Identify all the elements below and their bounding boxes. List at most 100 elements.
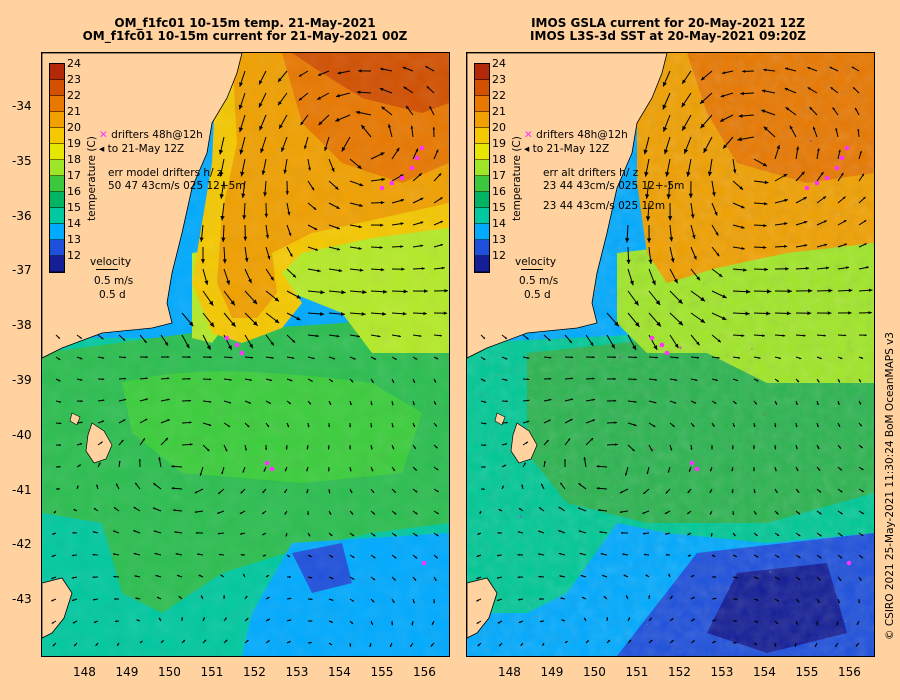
velocity-arrowhead	[824, 243, 828, 247]
credit-text: © CSIRO 2021 25-May-2021 11:30:24 BoM Oc…	[884, 332, 896, 640]
velocity-arrowhead	[52, 532, 55, 535]
velocity-arrowhead	[753, 447, 755, 450]
drifter-point	[814, 180, 820, 186]
velocity-arrowhead	[351, 512, 354, 515]
velocity-arrowhead	[207, 448, 210, 452]
velocity-arrowhead	[341, 146, 346, 152]
velocity-arrowhead	[712, 192, 716, 197]
colorbar-tick-label: 14	[67, 217, 81, 230]
velocity-arrowhead	[271, 356, 274, 359]
velocity-arrowhead	[607, 640, 610, 643]
velocity-arrowhead	[592, 419, 595, 422]
velocity-arrowhead	[838, 380, 840, 383]
velocity-arrowhead	[51, 555, 54, 557]
velocity-arrowhead	[823, 220, 827, 223]
velocity-arrowhead	[158, 457, 161, 460]
velocity-arrowhead	[306, 491, 309, 494]
velocity-arrowhead	[558, 530, 561, 533]
velocity-arrowhead	[292, 274, 296, 278]
velocity-arrowhead	[634, 423, 637, 426]
velocity-arrowhead	[230, 356, 233, 359]
velocity-arrowhead	[308, 402, 311, 405]
velocity-arrowhead	[209, 322, 215, 328]
velocity-arrowhead	[412, 601, 415, 604]
velocity-arrowhead	[361, 312, 366, 316]
legend-err-value: 23 44 43cm/s 025 12+-5m	[543, 180, 685, 192]
colorbar-swatch	[50, 192, 64, 208]
velocity-arrowhead	[240, 491, 243, 494]
velocity-arrowhead	[700, 123, 705, 129]
velocity-arrowhead	[676, 356, 679, 359]
velocity-arrowhead	[784, 88, 789, 91]
velocity-arrowhead	[356, 90, 361, 94]
velocity-arrowhead	[274, 297, 279, 302]
velocity-arrowhead	[578, 507, 581, 510]
velocity-arrowhead	[859, 424, 862, 427]
velocity-arrowhead	[209, 378, 212, 381]
velocity-arrowhead	[476, 621, 479, 624]
velocity-arrowhead	[308, 167, 311, 171]
lon-tick-label: 150	[583, 665, 606, 679]
velocity-arrowhead	[377, 335, 381, 338]
legend-err-value: 50 47 43cm/s 025 12+5m	[108, 180, 246, 192]
velocity-arrowhead	[796, 380, 799, 383]
velocity-arrowhead	[841, 172, 844, 176]
drifter-point	[419, 145, 425, 151]
velocity-arrowhead	[58, 379, 61, 382]
velocity-arrowhead	[413, 424, 415, 428]
velocity-arrowhead	[718, 273, 723, 277]
velocity-arrowhead	[838, 149, 841, 153]
velocity-arrowhead	[80, 357, 83, 360]
velocity-arrowhead	[805, 266, 810, 270]
drifter-point	[234, 342, 240, 348]
velocity-arrowhead	[167, 398, 170, 401]
velocity-arrowhead	[798, 556, 801, 558]
velocity-arrowhead	[846, 266, 849, 270]
velocity-arrowhead	[175, 553, 178, 555]
velocity-arrowhead	[756, 555, 759, 558]
velocity-arrowhead	[483, 379, 486, 382]
velocity-arrowhead	[671, 618, 674, 621]
velocity-arrowhead	[338, 268, 343, 273]
velocity-arrowhead	[287, 424, 289, 428]
velocity-arrowhead	[756, 577, 759, 579]
velocity-arrowhead	[292, 357, 295, 359]
velocity-arrowhead	[357, 334, 360, 338]
velocity-arrowhead	[692, 640, 695, 643]
right-map-panel[interactable]: 24 23 22 21 20 19 18 17 16 15 14 13 12 temperature (…	[466, 52, 875, 657]
velocity-arrowhead	[579, 552, 582, 555]
velocity-arrowhead	[817, 380, 820, 383]
arrow-marker-icon: ◂	[524, 143, 530, 155]
velocity-arrowhead	[817, 600, 820, 603]
velocity-arrowhead	[380, 223, 384, 227]
velocity-arrowhead	[329, 643, 332, 645]
left-map-panel[interactable]: 24 23 22 21 20 19 18 17 16 15 14 13 12 temperature (…	[41, 52, 450, 657]
velocity-arrowhead	[330, 379, 333, 382]
lat-tick-label: -36	[12, 208, 32, 223]
velocity-arrowhead	[700, 318, 705, 323]
velocity-arrowhead	[714, 211, 718, 216]
velocity-arrowhead	[138, 459, 141, 462]
velocity-arrowhead	[665, 553, 668, 556]
velocity-arrowhead	[558, 552, 561, 555]
velocity-arrowhead	[700, 296, 705, 302]
velocity-arrowhead	[429, 106, 432, 109]
velocity-arrowhead	[341, 290, 346, 295]
velocity-arrowhead	[561, 619, 564, 622]
velocity-arrowhead	[248, 278, 252, 284]
velocity-arrowhead	[102, 356, 105, 359]
velocity-arrowhead	[497, 599, 500, 601]
velocity-arrowhead	[317, 96, 321, 100]
velocity-arrowhead	[414, 556, 418, 559]
velocity-arrowhead	[859, 402, 861, 405]
velocity-arrowhead	[58, 400, 62, 403]
colorbar-swatch	[50, 96, 64, 112]
velocity-arrowhead	[373, 357, 377, 360]
velocity-arrowhead	[266, 424, 269, 428]
velocity-arrowhead	[218, 553, 221, 556]
velocity-arrowhead	[819, 357, 822, 360]
velocity-arrowhead	[220, 215, 225, 221]
velocity-arrowhead	[497, 531, 500, 534]
velocity-arrowhead	[835, 644, 838, 647]
velocity-arrowhead	[795, 447, 798, 450]
